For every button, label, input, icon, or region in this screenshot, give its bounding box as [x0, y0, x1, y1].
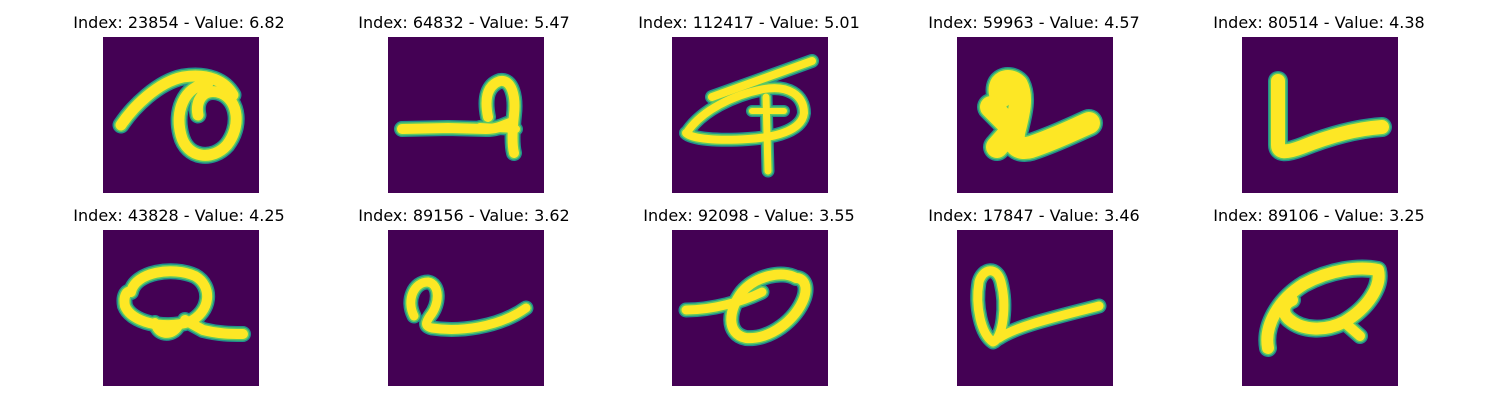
- digit-image-canvas: [957, 230, 1113, 386]
- image-background: [1242, 37, 1398, 193]
- digit-image-89156: [388, 230, 544, 386]
- panel-title: Index: 89156 - Value: 3.62: [358, 206, 570, 225]
- pen-stroke: [708, 57, 816, 101]
- pen-stroke: [973, 266, 1009, 347]
- pen-stroke: [1339, 317, 1365, 341]
- digit-image-canvas: [1242, 230, 1398, 386]
- digit-image-43828: [103, 230, 259, 386]
- digit-image-64832: [388, 37, 544, 193]
- pen-stroke: [1271, 74, 1389, 159]
- digit-image-canvas: [672, 230, 828, 386]
- panel-title: Index: 112417 - Value: 5.01: [638, 13, 860, 32]
- panel-title: Index: 89106 - Value: 3.25: [1213, 206, 1425, 225]
- panel-title: Index: 43828 - Value: 4.25: [73, 206, 285, 225]
- digit-image-23854: [103, 37, 259, 193]
- digit-image-17847: [957, 230, 1113, 386]
- pen-stroke: [115, 70, 239, 131]
- panel-title: Index: 80514 - Value: 4.38: [1213, 13, 1425, 32]
- digit-image-89106: [1242, 230, 1398, 386]
- panel-title: Index: 17847 - Value: 3.46: [928, 206, 1140, 225]
- pen-stroke: [994, 301, 1104, 343]
- digit-image-canvas: [103, 37, 259, 193]
- digit-image-canvas: [1242, 37, 1398, 193]
- digit-image-80514: [1242, 37, 1398, 193]
- pen-stroke: [980, 96, 1024, 158]
- digit-image-canvas: [388, 230, 544, 386]
- pen-stroke: [1261, 262, 1385, 354]
- pen-stroke: [681, 287, 767, 315]
- digit-image-canvas: [672, 37, 828, 193]
- panel-title: Index: 23854 - Value: 6.82: [73, 13, 285, 32]
- digit-image-112417: [672, 37, 828, 193]
- image-background: [1242, 230, 1398, 386]
- digit-image-59963: [957, 37, 1113, 193]
- pen-stroke: [151, 318, 183, 338]
- pen-stroke: [682, 84, 808, 144]
- pen-stroke: [481, 75, 520, 158]
- panel-title: Index: 59963 - Value: 4.57: [928, 13, 1140, 32]
- digit-image-canvas: [103, 230, 259, 386]
- pen-stroke: [180, 315, 248, 339]
- panel-title: Index: 64832 - Value: 5.47: [358, 13, 570, 32]
- panel-title: Index: 92098 - Value: 3.55: [643, 206, 855, 225]
- pen-stroke: [173, 77, 242, 161]
- digit-image-canvas: [957, 37, 1113, 193]
- pen-stroke: [406, 277, 531, 334]
- pen-stroke: [726, 269, 811, 344]
- digit-image-canvas: [388, 37, 544, 193]
- pen-stroke: [476, 123, 520, 133]
- digit-image-92098: [672, 230, 828, 386]
